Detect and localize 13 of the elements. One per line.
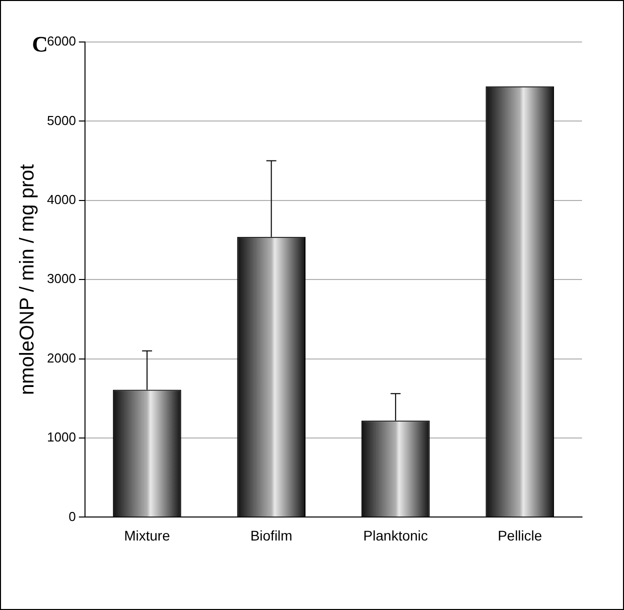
y-tick-label: 0 (68, 508, 76, 524)
y-tick-label: 4000 (47, 192, 76, 207)
x-tick-label: Planktonic (363, 527, 428, 544)
x-tick-label: Pellicle (498, 527, 542, 544)
x-tick-label: Biofilm (250, 527, 292, 544)
y-tick-label: 5000 (47, 112, 76, 128)
y-tick-label: 6000 (47, 34, 76, 49)
text: C (32, 32, 48, 57)
y-tick-label: 2000 (47, 350, 76, 366)
y-tick-label: 3000 (47, 271, 76, 286)
y-axis-title: nmoleONP / min / mg prot (16, 164, 39, 396)
x-tick-label: Mixture (124, 527, 170, 544)
y-tick-label: 1000 (47, 430, 76, 445)
